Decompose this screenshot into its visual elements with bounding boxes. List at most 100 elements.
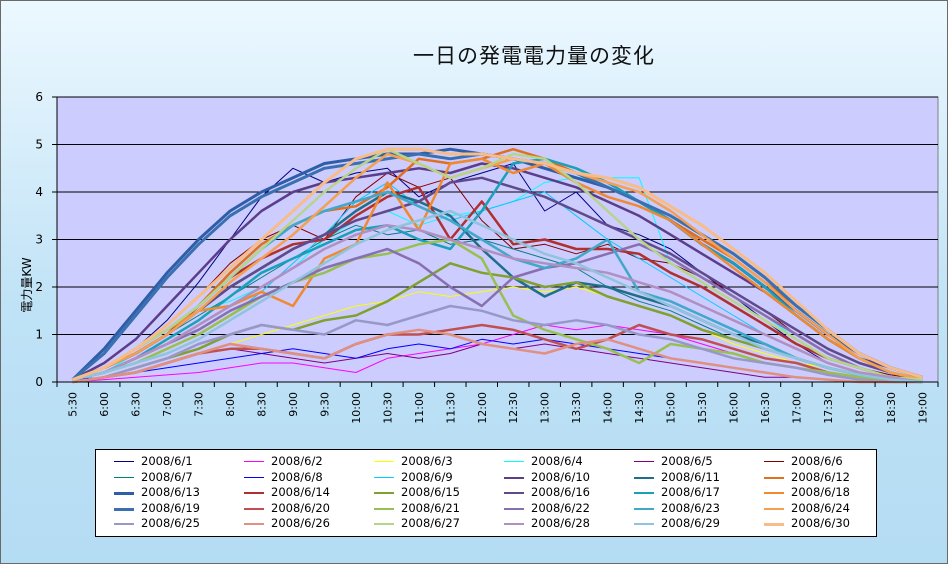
x-tick-label: 7:30 — [193, 392, 206, 417]
legend-swatch — [634, 523, 654, 525]
legend-swatch — [114, 507, 134, 511]
series-line-6 — [72, 172, 923, 381]
series-line-30 — [72, 147, 923, 382]
legend-swatch — [634, 461, 654, 462]
legend-label: 2008/6/23 — [661, 500, 720, 515]
legend-label: 2008/6/19 — [141, 500, 200, 515]
legend-label: 2008/6/26 — [271, 516, 330, 530]
legend-swatch — [504, 492, 524, 494]
x-tick-label: 5:30 — [67, 392, 80, 417]
legend-swatch — [244, 523, 264, 525]
legend-swatch — [374, 523, 394, 525]
legend-swatch — [634, 476, 654, 479]
series-line-1 — [72, 163, 923, 381]
legend-label: 2008/6/3 — [401, 454, 453, 468]
x-tick-label: 6:30 — [130, 392, 143, 417]
legend-label: 2008/6/2 — [271, 454, 323, 468]
x-tick-label: 9:00 — [287, 392, 300, 417]
legend-swatch — [374, 492, 394, 494]
y-tick-labels: 0 1 2 3 4 5 6 — [35, 90, 57, 389]
legend-swatch — [244, 461, 264, 462]
y-tick-label: 3 — [35, 233, 43, 247]
legend-swatch — [114, 461, 134, 462]
series-line-24 — [72, 152, 923, 381]
legend-label: 2008/6/29 — [661, 516, 720, 530]
legend-label: 2008/6/15 — [401, 485, 460, 499]
series-line-28 — [72, 224, 923, 384]
x-tick-label: 10:30 — [381, 392, 394, 424]
legend-label: 2008/6/28 — [531, 516, 590, 530]
legend-label: 2008/6/6 — [791, 454, 843, 468]
x-tick-label: 13:00 — [539, 392, 552, 424]
series-line-27 — [72, 147, 923, 381]
x-tick-label: 6:00 — [98, 392, 111, 417]
legend-swatch — [504, 523, 524, 525]
x-tick-label: 9:30 — [318, 392, 331, 417]
x-tick-label: 8:30 — [256, 392, 269, 417]
legend-swatch — [244, 476, 264, 478]
legend-label: 2008/6/4 — [531, 454, 583, 468]
legend-label: 2008/6/14 — [271, 485, 330, 499]
legend-label: 2008/6/18 — [791, 485, 850, 499]
legend-label: 2008/6/12 — [791, 469, 850, 484]
x-tick-label: 7:00 — [161, 392, 174, 417]
legend-label: 2008/6/13 — [141, 485, 200, 499]
y-axis-title-text: 電力量KW — [20, 257, 34, 312]
legend-swatch — [764, 523, 784, 526]
x-tick-label: 15:30 — [696, 392, 709, 424]
legend-swatch — [504, 476, 524, 479]
legend-label: 2008/6/1 — [141, 454, 193, 468]
series-line-18 — [72, 157, 923, 381]
legend-swatch — [374, 461, 394, 462]
series-lines — [71, 147, 923, 384]
x-tick-label: 18:00 — [853, 392, 866, 424]
y-axis-title: 電力量KW — [20, 257, 34, 312]
y-tick-label: 0 — [35, 375, 43, 389]
legend-swatch — [764, 461, 784, 462]
legend-swatch — [114, 476, 134, 478]
legend-label: 2008/6/7 — [141, 469, 193, 484]
legend-label: 2008/6/17 — [661, 485, 720, 499]
legend-swatch — [374, 476, 394, 478]
legend-label: 2008/6/5 — [661, 454, 713, 468]
x-tick-label: 14:00 — [602, 392, 615, 424]
legend-swatch — [764, 476, 784, 479]
y-tick-label: 4 — [35, 185, 43, 199]
x-tick-label: 17:00 — [790, 392, 803, 424]
x-tick-label: 18:30 — [885, 392, 898, 424]
series-line-20 — [72, 323, 923, 384]
x-tick-label: 16:00 — [727, 392, 740, 424]
legend-swatch — [244, 492, 264, 494]
legend-label: 2008/6/24 — [791, 500, 850, 515]
legend-swatch — [504, 507, 524, 510]
series-line-22 — [72, 243, 923, 381]
series-line-12 — [72, 147, 923, 381]
legend-swatch — [374, 507, 394, 510]
legend-swatch — [634, 507, 654, 510]
legend-swatch — [504, 461, 524, 462]
legend-label: 2008/6/11 — [661, 469, 720, 484]
legend-swatch — [244, 507, 264, 510]
legend-label: 2008/6/9 — [401, 469, 453, 484]
legend-swatch — [764, 507, 784, 510]
x-tick-label: 16:30 — [759, 392, 772, 424]
x-tick-label: 10:00 — [350, 392, 363, 424]
series-line-16 — [72, 176, 923, 381]
legend-label: 2008/6/20 — [271, 500, 330, 515]
x-tick-label: 11:30 — [444, 392, 457, 424]
x-tick-label: 8:00 — [224, 392, 237, 417]
legend: 2008/6/1 2008/6/2 2008/6/3 2008/6/4 2008/6/5… — [95, 449, 877, 537]
legend-swatch — [114, 492, 134, 495]
legend-label: 2008/6/27 — [401, 516, 460, 530]
legend-swatch — [634, 492, 654, 494]
legend-label: 2008/6/10 — [531, 469, 590, 484]
x-tick-label: 15:00 — [665, 392, 678, 424]
legend-label: 2008/6/22 — [531, 500, 590, 515]
legend-label: 2008/6/30 — [791, 516, 850, 530]
x-tick-label: 17:30 — [822, 392, 835, 424]
x-tick-label: 11:00 — [413, 392, 426, 424]
x-tick-labels: 5:30 6:00 6:30 7:00 7:30 8:00 8:30 9:00 9:30 10:0… — [67, 392, 930, 424]
x-tick-label: 14:30 — [633, 392, 646, 424]
x-tick-label: 19:00 — [916, 392, 929, 424]
